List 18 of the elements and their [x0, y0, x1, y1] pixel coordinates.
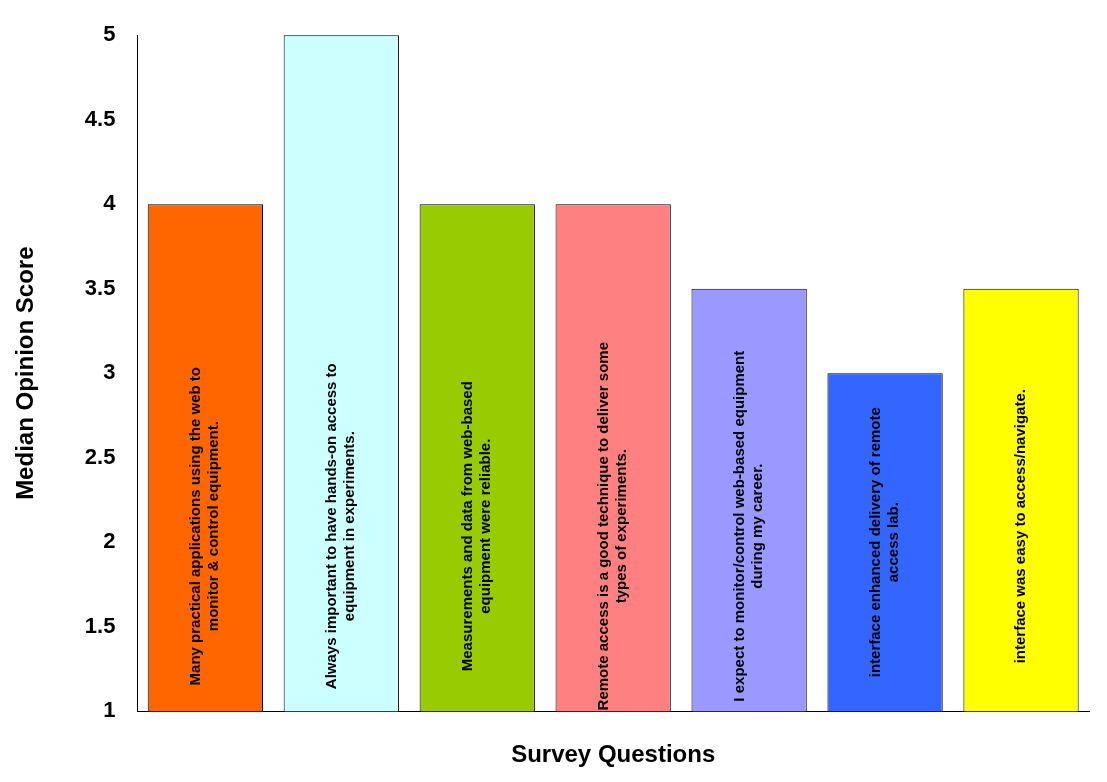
y-tick-label: 4.5 — [84, 105, 116, 131]
y-tick-label: 2 — [103, 528, 116, 554]
x-tick-label: interface enhanced delivery of remote access lab. — [866, 407, 902, 678]
x-tick-label: interface was easy to access/navigate. — [1011, 389, 1029, 664]
x-tick-label: I expect to monitor/control web-based equipment during my career. — [730, 350, 766, 702]
y-tick-label: 5 — [103, 21, 116, 47]
x-tick-label: Always important to have hands-on access to equipment in experiments. — [322, 363, 358, 690]
y-tick-label: 4 — [103, 190, 117, 216]
x-axis-title: Survey Questions — [511, 740, 716, 768]
x-tick-label: Measurements and data from web-based equipment were reliable. — [458, 381, 494, 672]
y-tick-label: 1.5 — [84, 612, 116, 638]
x-tick-label: Many practical applications using the web to monitor & control equipment. — [186, 367, 222, 686]
y-axis-title: Median Opinion Score — [11, 246, 39, 500]
x-tick-label: Remote access is a good technique to deliver some types of experiments. — [594, 341, 630, 711]
y-tick-label: 1 — [103, 697, 116, 723]
y-tick-label: 3 — [103, 359, 116, 385]
y-tick-label: 2.5 — [84, 443, 116, 469]
y-tick-label: 3.5 — [84, 274, 116, 300]
